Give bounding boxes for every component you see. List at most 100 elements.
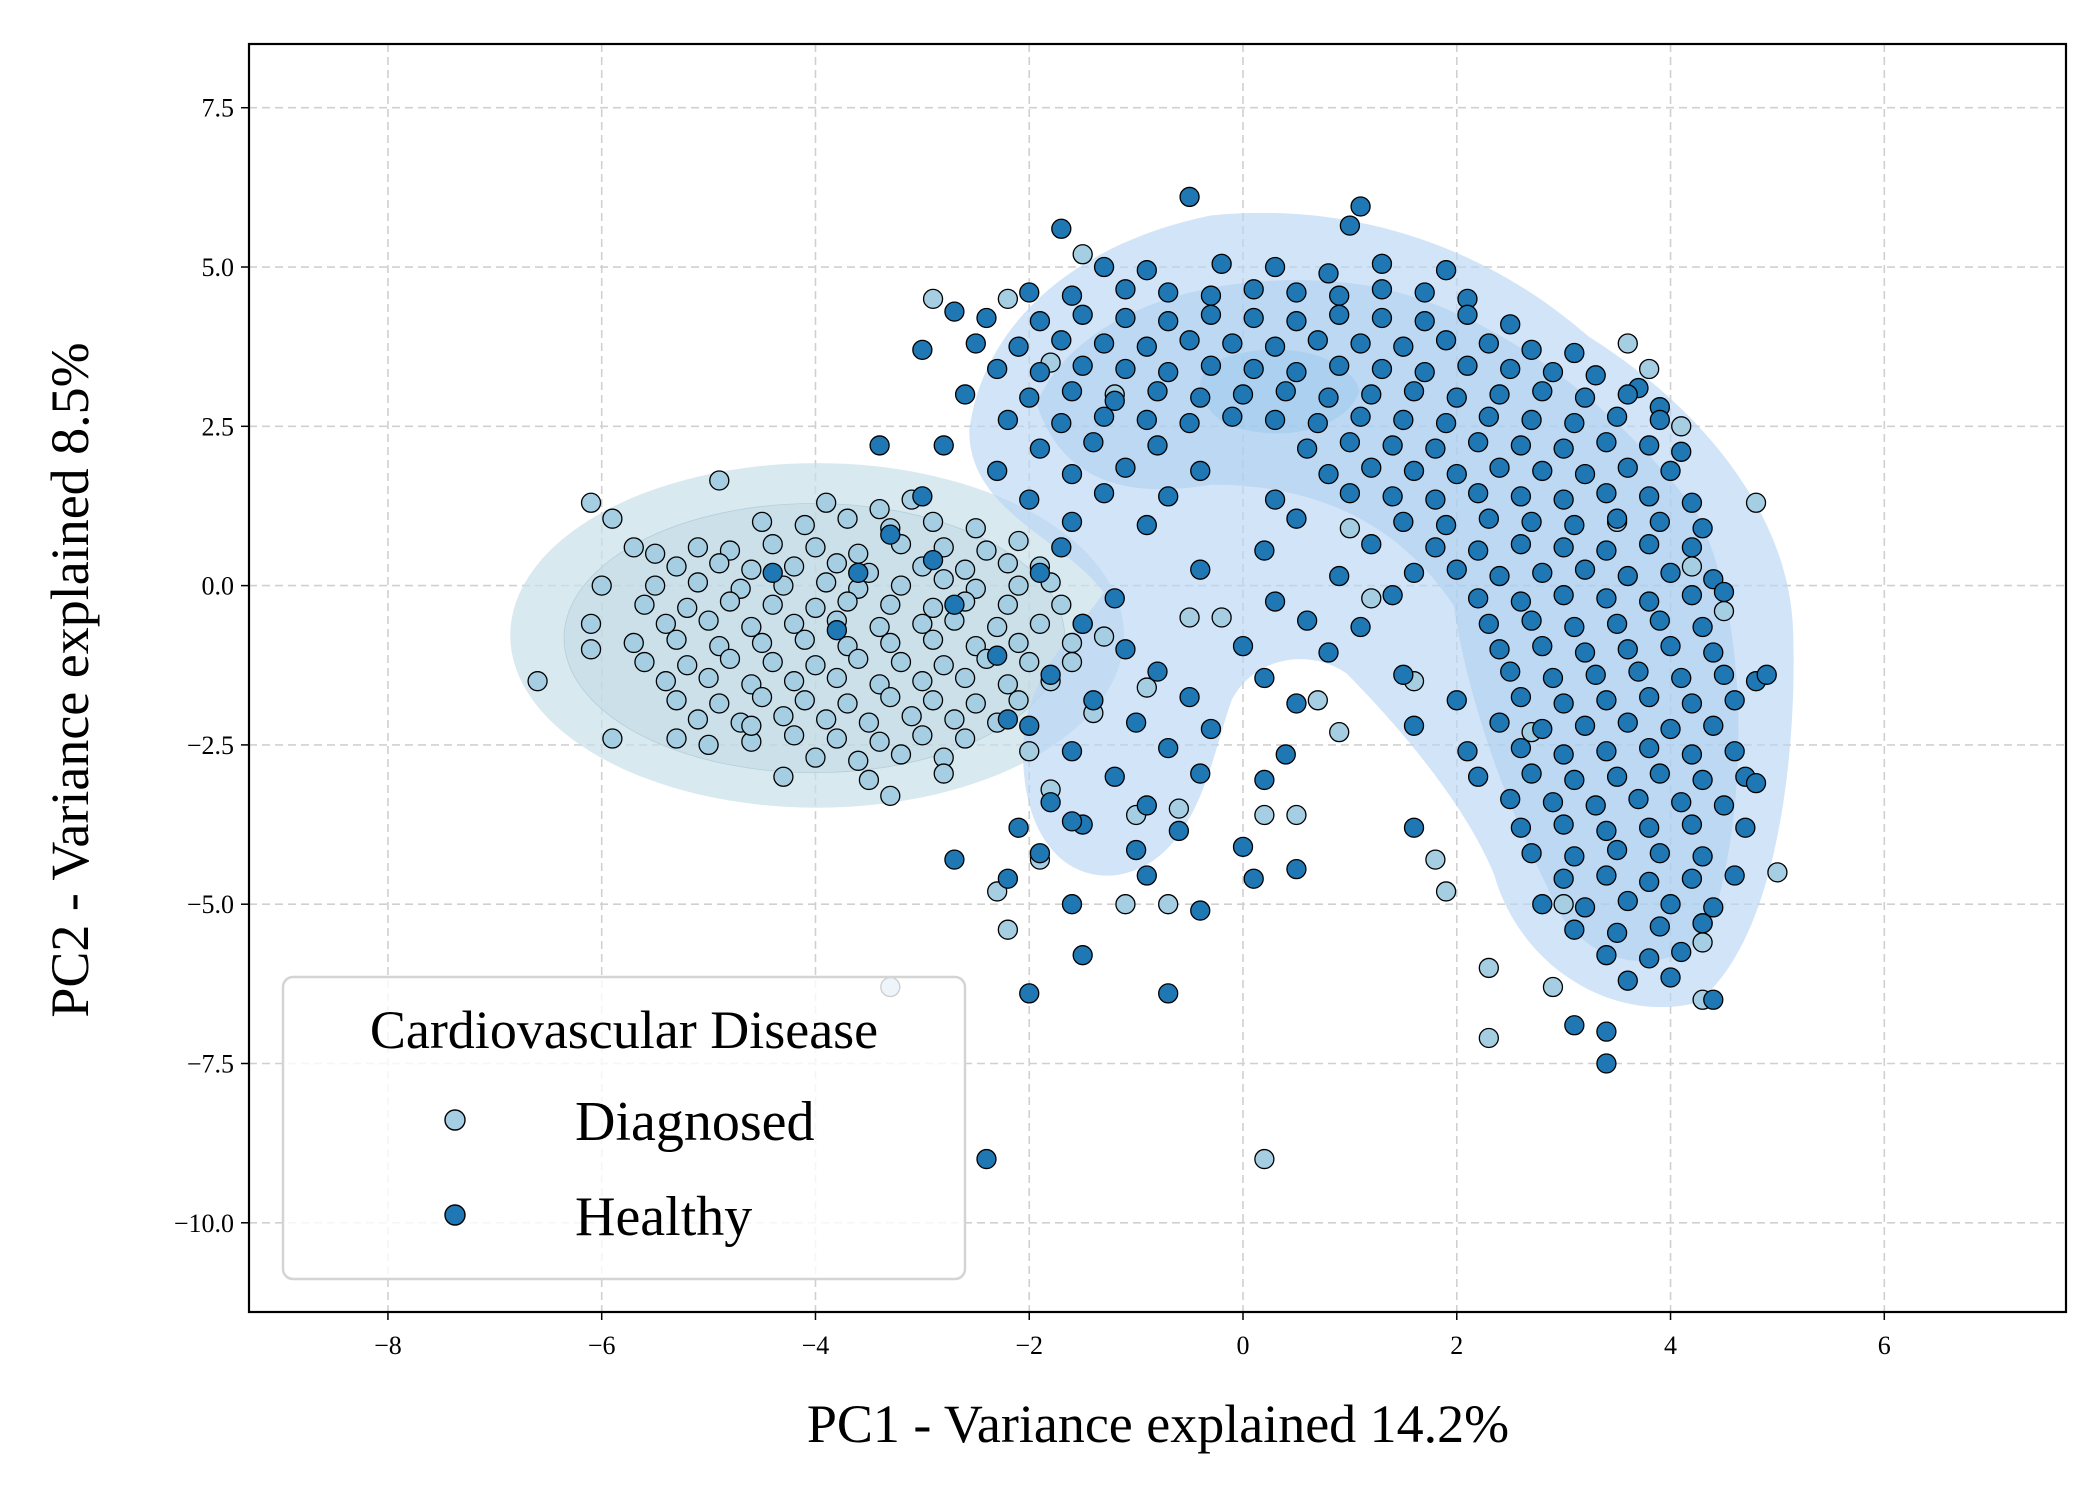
data-point-healthy <box>1029 562 1051 584</box>
data-point-healthy <box>1564 514 1585 536</box>
data-point-healthy <box>1147 381 1168 402</box>
data-point-healthy <box>1115 358 1136 380</box>
data-point-healthy <box>1596 865 1617 886</box>
data-point-diagnosed <box>826 728 848 749</box>
data-point-healthy <box>1564 412 1585 434</box>
data-point-healthy <box>1093 256 1115 278</box>
data-point-diagnosed <box>719 648 741 670</box>
data-point-healthy <box>1393 664 1414 685</box>
data-point-healthy <box>1681 492 1703 513</box>
data-point-diagnosed <box>709 470 730 491</box>
data-point-healthy <box>944 849 965 870</box>
data-point-diagnosed <box>912 671 933 692</box>
data-point-healthy <box>1414 311 1435 332</box>
data-point-healthy <box>1019 715 1040 736</box>
data-point-healthy <box>1606 839 1628 861</box>
data-point-diagnosed <box>1019 651 1040 673</box>
data-point-diagnosed <box>687 537 709 558</box>
data-point-healthy <box>1200 285 1222 306</box>
data-point-healthy <box>1190 559 1211 580</box>
data-point-diagnosed <box>783 725 805 746</box>
data-point-diagnosed <box>602 508 623 529</box>
data-point-healthy <box>1606 922 1628 944</box>
y-tick-label: −10.0 <box>174 1209 234 1238</box>
data-point-healthy <box>1639 435 1660 456</box>
data-point-diagnosed <box>997 674 1019 695</box>
data-point-healthy <box>1585 795 1606 816</box>
data-point-healthy <box>1403 460 1425 482</box>
data-point-healthy <box>1371 358 1393 380</box>
data-point-healthy <box>1542 792 1564 813</box>
data-point-healthy <box>1083 690 1104 711</box>
data-point-healthy <box>1382 585 1403 606</box>
data-point-healthy <box>1574 715 1596 736</box>
data-point-healthy <box>1639 871 1660 893</box>
data-point-healthy <box>1296 438 1318 459</box>
data-point-healthy <box>1361 534 1382 555</box>
data-point-healthy <box>1329 304 1350 325</box>
data-point-diagnosed <box>580 639 602 660</box>
series-diagnosed <box>527 244 1788 1170</box>
data-point-healthy <box>1681 693 1703 714</box>
data-point-diagnosed <box>1542 976 1564 998</box>
data-point-diagnosed <box>890 744 912 765</box>
data-point-healthy <box>1158 362 1179 383</box>
data-point-healthy <box>987 358 1008 380</box>
data-point-diagnosed <box>794 690 815 711</box>
data-point-diagnosed <box>783 556 805 577</box>
data-point-healthy <box>1681 744 1703 765</box>
data-point-diagnosed <box>965 693 986 714</box>
data-point-diagnosed <box>698 610 719 631</box>
data-point-healthy <box>1703 642 1724 663</box>
data-point-healthy <box>1179 412 1200 434</box>
data-point-healthy <box>1019 282 1040 303</box>
data-point-healthy <box>1158 737 1179 759</box>
data-point-healthy <box>1500 788 1521 810</box>
data-point-healthy <box>1425 537 1446 558</box>
data-point-diagnosed <box>890 575 912 596</box>
data-point-healthy <box>1703 897 1724 918</box>
data-point-diagnosed <box>741 559 762 580</box>
data-point-healthy <box>1574 897 1596 918</box>
data-point-healthy <box>1403 817 1425 838</box>
data-point-healthy <box>1564 1015 1585 1036</box>
data-point-healthy <box>1115 307 1136 329</box>
data-point-healthy <box>1019 387 1040 408</box>
data-point-diagnosed <box>805 747 826 768</box>
data-point-diagnosed <box>623 537 644 558</box>
data-point-healthy <box>1072 355 1093 376</box>
data-point-healthy <box>1500 358 1521 380</box>
data-point-diagnosed <box>1478 1027 1499 1049</box>
data-point-diagnosed <box>527 671 548 692</box>
data-point-diagnosed <box>666 690 687 711</box>
data-point-diagnosed <box>751 511 773 533</box>
data-point-healthy <box>1639 486 1660 507</box>
data-point-healthy <box>1029 362 1051 383</box>
data-point-healthy <box>1553 489 1574 510</box>
data-point-healthy <box>1393 409 1414 431</box>
data-point-healthy <box>1158 282 1179 303</box>
data-point-healthy <box>1136 865 1157 886</box>
data-point-healthy <box>1115 639 1136 660</box>
data-point-healthy <box>1339 483 1361 504</box>
data-point-healthy <box>1617 639 1638 660</box>
data-point-healthy <box>922 549 944 571</box>
data-point-diagnosed <box>751 632 773 654</box>
data-point-healthy <box>1692 913 1713 934</box>
data-point-diagnosed <box>1008 632 1029 654</box>
data-point-healthy <box>1051 537 1072 558</box>
data-point-healthy <box>1532 562 1553 584</box>
data-point-diagnosed <box>880 686 901 708</box>
data-point-healthy <box>1350 406 1371 427</box>
data-point-diagnosed <box>1681 556 1703 577</box>
data-point-diagnosed <box>869 498 890 520</box>
data-point-diagnosed <box>1136 677 1157 698</box>
data-point-healthy <box>1724 865 1745 886</box>
data-point-healthy <box>1553 537 1574 558</box>
data-point-healthy <box>1190 387 1211 408</box>
data-point-healthy <box>1147 661 1168 682</box>
data-point-healthy <box>1639 534 1660 555</box>
data-point-healthy <box>1008 336 1029 357</box>
data-point-diagnosed <box>1019 741 1040 762</box>
data-point-healthy <box>976 1148 997 1170</box>
